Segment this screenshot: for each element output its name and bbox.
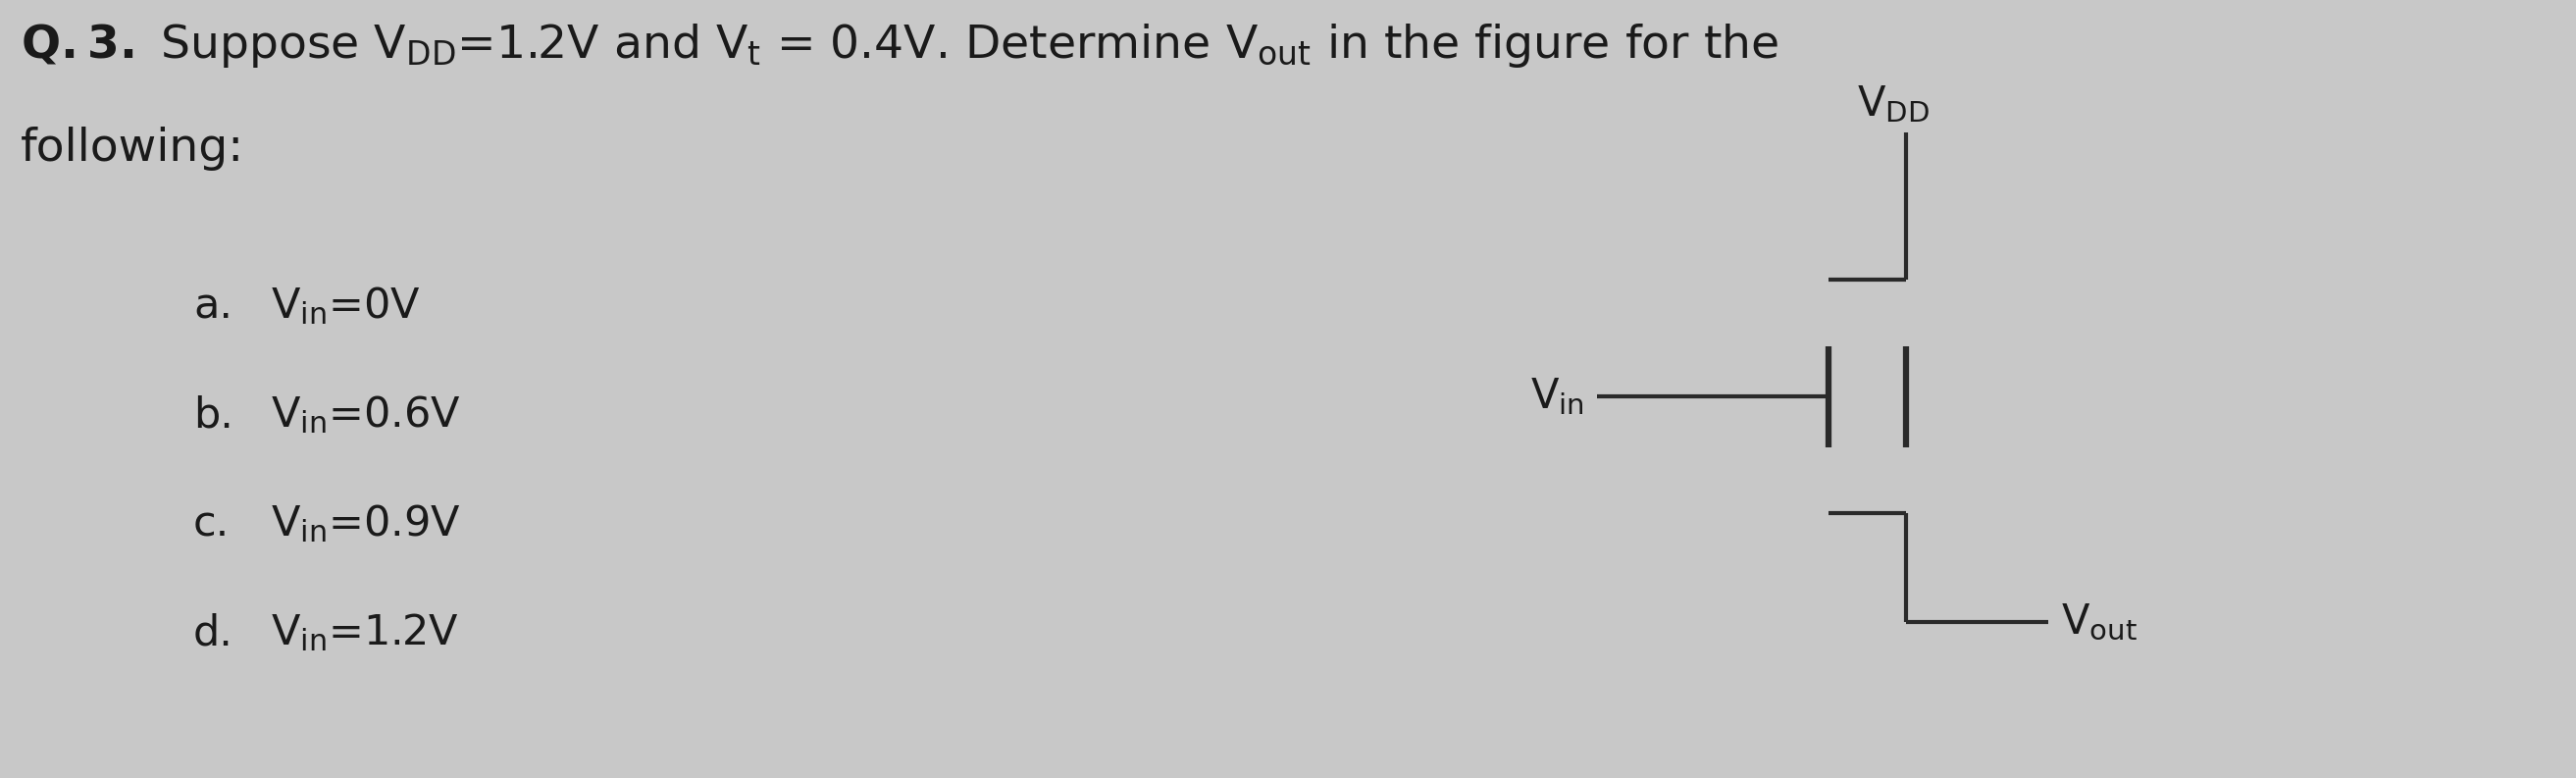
Text: $\rm{V}_{\rm{in}}$: $\rm{V}_{\rm{in}}$: [1530, 377, 1584, 417]
Text: $\rm{V}_{\rm{out}}$: $\rm{V}_{\rm{out}}$: [2061, 602, 2138, 643]
Text: $\rm{V}_{\rm{in}}$=0.6V: $\rm{V}_{\rm{in}}$=0.6V: [270, 394, 461, 436]
Text: following:: following:: [21, 127, 245, 171]
Text: $\rm{V}_{\rm{in}}$=0.9V: $\rm{V}_{\rm{in}}$=0.9V: [270, 503, 461, 545]
Text: $\rm{V}_{\rm{DD}}$: $\rm{V}_{\rm{DD}}$: [1857, 83, 1929, 124]
Text: d.: d.: [193, 612, 234, 654]
Text: $\bf{Q.3.}$ Suppose $\rm{V}_{\rm{DD}}$=1.2V and $\rm{V}_{\rm{t}}$ = 0.4V. Determ: $\bf{Q.3.}$ Suppose $\rm{V}_{\rm{DD}}$=1…: [21, 22, 1777, 70]
Text: c.: c.: [193, 503, 229, 545]
Text: $\rm{V}_{\rm{in}}$=0V: $\rm{V}_{\rm{in}}$=0V: [270, 285, 420, 327]
Text: a.: a.: [193, 286, 232, 327]
Text: $\rm{V}_{\rm{in}}$=1.2V: $\rm{V}_{\rm{in}}$=1.2V: [270, 612, 459, 654]
Text: b.: b.: [193, 394, 234, 436]
